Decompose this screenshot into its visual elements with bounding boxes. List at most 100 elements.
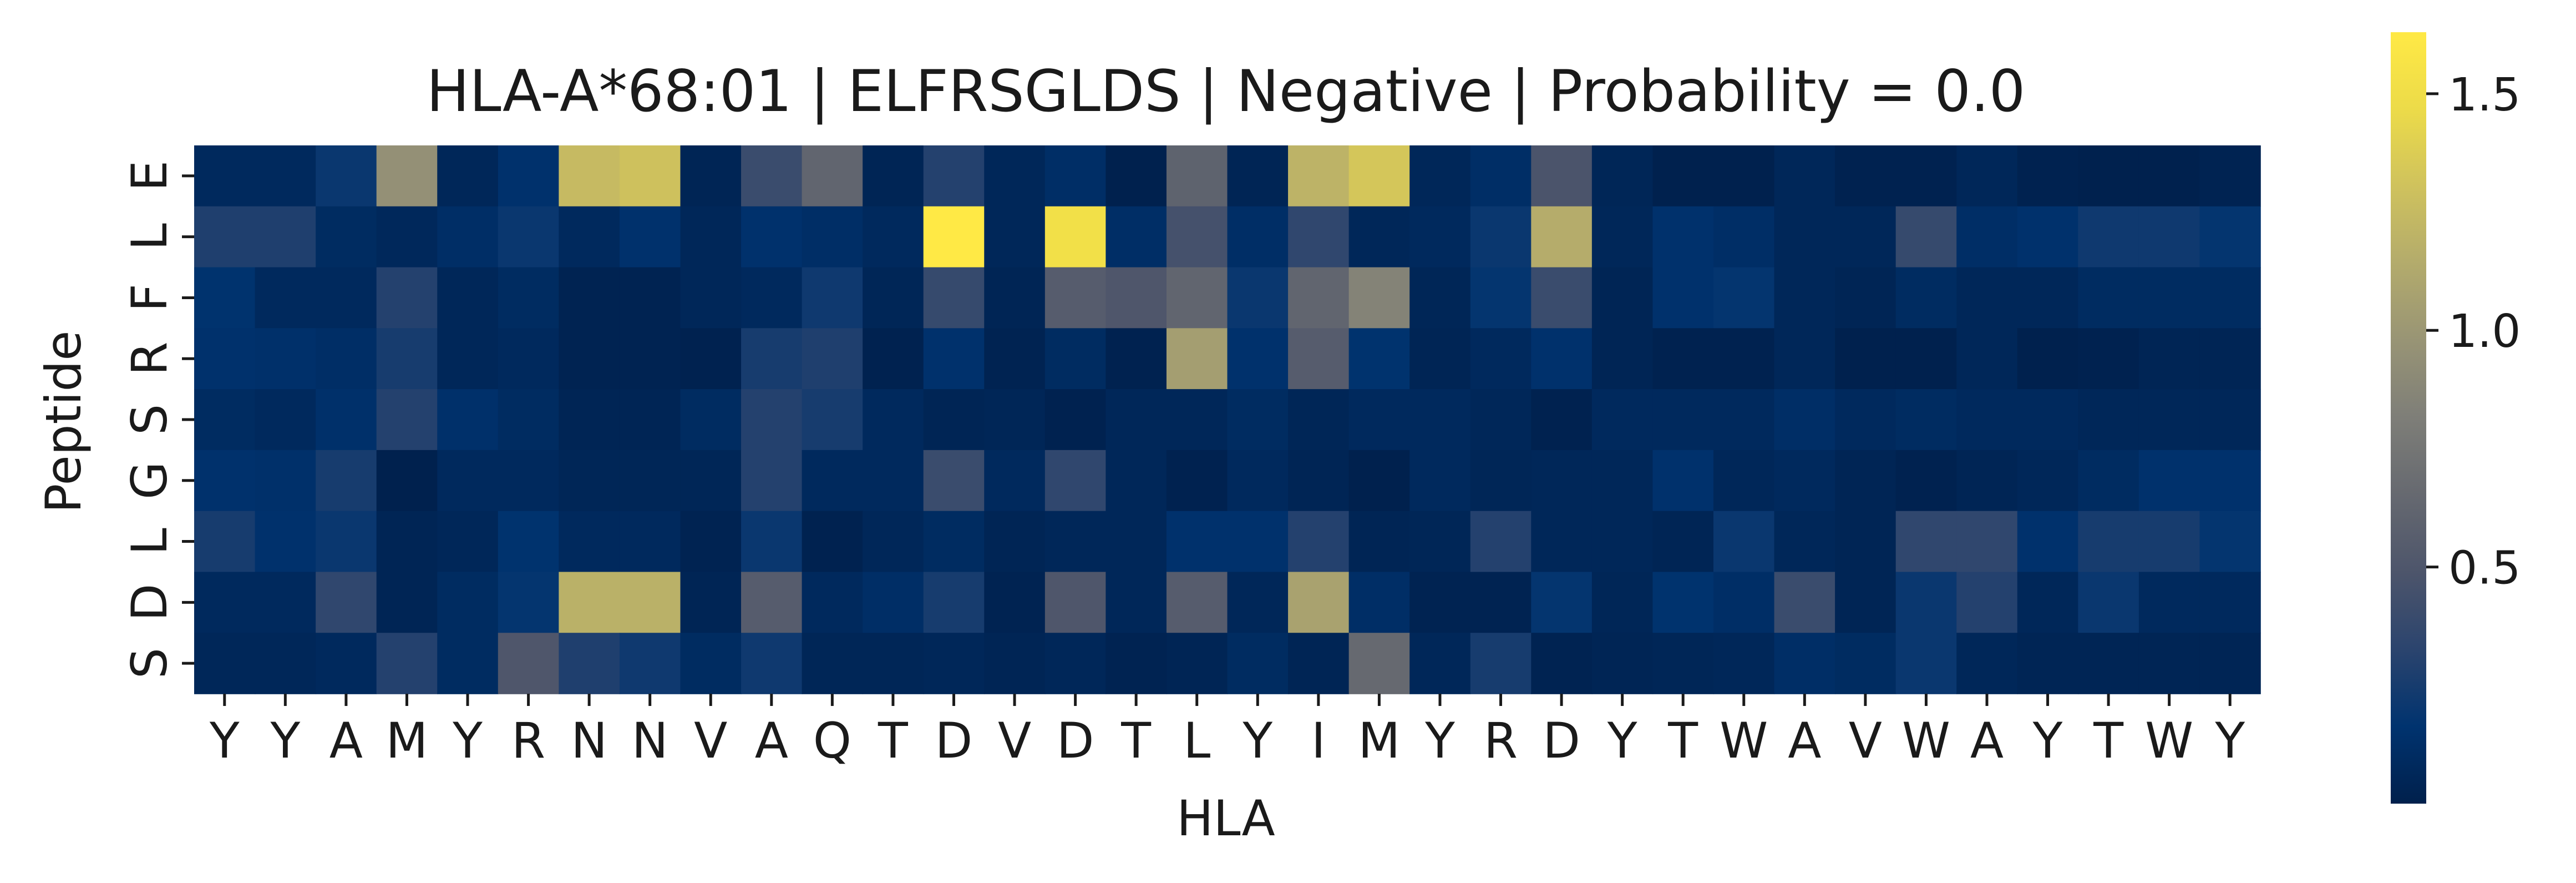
heatmap-cell: [498, 633, 560, 694]
heatmap-cell: [1713, 389, 1775, 451]
heatmap-cell: [1106, 511, 1167, 573]
heatmap-cell: [1774, 206, 1835, 268]
x-tick-label: I: [1311, 712, 1326, 769]
heatmap-cell: [1713, 572, 1775, 634]
heatmap-cell: [1591, 328, 1654, 390]
heatmap-cell: [2078, 450, 2139, 512]
heatmap-cell: [498, 511, 560, 573]
heatmap-cell: [498, 267, 560, 329]
heatmap-cell: [1166, 633, 1228, 694]
heatmap-cell: [1956, 328, 2018, 390]
heatmap-cell: [680, 328, 742, 390]
heatmap-cell: [1835, 389, 1896, 451]
y-tick-label: R: [121, 342, 178, 376]
heatmap-cell: [1470, 206, 1532, 268]
heatmap-cell: [1531, 450, 1593, 512]
y-axis: ELFRSGLDS: [121, 160, 194, 679]
y-tick-label: S: [121, 648, 178, 679]
heatmap-cell: [619, 511, 681, 573]
x-tick-label: Y: [1424, 712, 1455, 769]
heatmap-cell: [1348, 206, 1410, 268]
heatmap-cell: [1166, 572, 1228, 634]
x-tick-label: V: [1849, 712, 1882, 769]
heatmap-cell: [619, 450, 681, 512]
heatmap-cell: [2017, 206, 2079, 268]
heatmap-cell: [498, 145, 560, 207]
heatmap-cell: [923, 511, 985, 573]
heatmap-cell: [2017, 389, 2079, 451]
heatmap-cell: [863, 450, 924, 512]
y-tick-label: L: [121, 223, 178, 250]
heatmap-cell: [1044, 267, 1107, 329]
heatmap-cell: [255, 206, 316, 268]
heatmap-cell: [1227, 572, 1289, 634]
heatmap-cell: [1652, 206, 1714, 268]
heatmap-cell: [376, 145, 438, 207]
heatmap-cell: [1956, 145, 2018, 207]
heatmap-cell: [1348, 328, 1410, 390]
heatmap-cell: [619, 328, 681, 390]
heatmap-cell: [1470, 511, 1532, 573]
heatmap-cell: [923, 572, 985, 634]
heatmap-cell: [1774, 145, 1835, 207]
heatmap-cell: [2199, 511, 2261, 573]
heatmap-cell: [2199, 145, 2261, 207]
heatmap-cell: [1713, 633, 1775, 694]
heatmap-cell: [741, 145, 803, 207]
heatmap-cell: [1774, 328, 1835, 390]
heatmap-cell: [741, 267, 803, 329]
heatmap-cell: [984, 145, 1046, 207]
heatmap-cell: [1895, 389, 1958, 451]
heatmap-cell: [316, 450, 377, 512]
heatmap-cell: [863, 328, 924, 390]
heatmap-cell: [1409, 511, 1471, 573]
heatmap-cell: [2199, 267, 2261, 329]
heatmap-cell: [1227, 267, 1289, 329]
heatmap-cell: [1956, 633, 2018, 694]
heatmap-cell: [2138, 511, 2200, 573]
heatmap-cell: [1348, 389, 1410, 451]
heatmap-cell: [1652, 328, 1714, 390]
heatmap-cell: [2138, 145, 2200, 207]
heatmap-cell: [1835, 511, 1896, 573]
heatmap-cell: [1106, 145, 1167, 207]
heatmap-cell: [1774, 633, 1835, 694]
heatmap-cell: [1348, 511, 1410, 573]
heatmap-cell: [2017, 145, 2079, 207]
heatmap-cell: [2138, 389, 2200, 451]
heatmap-cell: [741, 328, 803, 390]
heatmap-cell: [741, 511, 803, 573]
heatmap-cell: [1470, 267, 1532, 329]
heatmap-cell: [194, 633, 256, 694]
heatmap-cell: [1044, 633, 1107, 694]
heatmap-cell: [1288, 206, 1350, 268]
x-tick-label: Q: [813, 712, 851, 769]
heatmap-cell: [680, 145, 742, 207]
heatmap-cell: [194, 389, 256, 451]
heatmap-cell: [619, 145, 681, 207]
heatmap-cell: [1713, 328, 1775, 390]
heatmap-cell: [1835, 267, 1896, 329]
x-tick-label: N: [571, 712, 607, 769]
heatmap-cell: [559, 572, 620, 634]
heatmap-cell: [1227, 328, 1289, 390]
heatmap-cell: [1652, 511, 1714, 573]
heatmap-cell: [1044, 145, 1107, 207]
heatmap-cell: [1044, 206, 1107, 268]
chart-title: HLA-A*68:01 | ELFRSGLDS | Negative | Pro…: [427, 58, 2026, 125]
heatmap-cell: [1956, 450, 2018, 512]
heatmap-cell: [437, 633, 499, 694]
heatmap-cell: [802, 328, 863, 390]
heatmap-cell: [863, 389, 924, 451]
x-tick-label: M: [386, 712, 428, 769]
heatmap-cell: [984, 572, 1046, 634]
heatmap-cell: [1288, 511, 1350, 573]
x-tick-label: W: [2145, 712, 2193, 769]
heatmap-cell: [984, 511, 1046, 573]
heatmap-cell: [1591, 633, 1654, 694]
x-tick-label: N: [632, 712, 668, 769]
heatmap-cell: [194, 328, 256, 390]
colorbar-axis: 0.5 1.0 1.5: [2426, 69, 2521, 595]
heatmap-cell: [1956, 572, 2018, 634]
heatmap-cell: [1348, 145, 1410, 207]
